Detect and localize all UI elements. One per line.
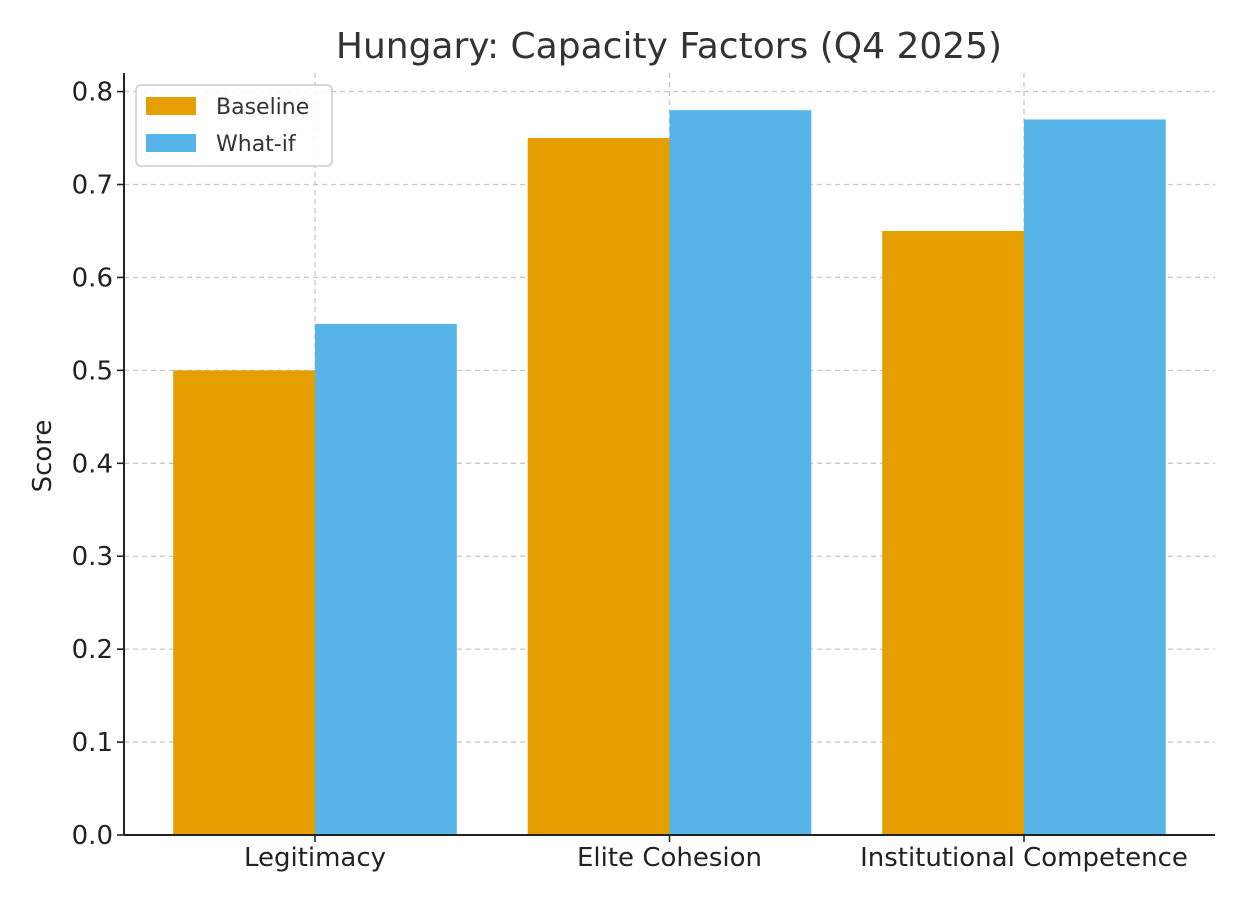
bar-what-if-0 [315,323,457,835]
x-axis-ticks: Legitimacy Elite Cohesion Institutional Co… [244,835,1188,873]
y-axis-label: Score [28,420,58,493]
y-tick-label: 0.0 [72,821,113,851]
x-tick-label: Legitimacy [244,843,386,873]
y-axis-ticks: 0.0 0.1 0.2 0.3 0.4 0.5 0.6 0.7 0.8 [72,78,124,851]
y-tick-label: 0.7 [72,171,113,201]
bar-baseline-0 [173,370,315,835]
y-tick-label: 0.1 [72,728,113,758]
y-tick-label: 0.3 [72,542,113,572]
chart-title: Hungary: Capacity Factors (Q4 2025) [336,26,1002,67]
bars [173,110,1166,836]
y-tick-label: 0.5 [72,356,113,386]
bar-baseline-2 [882,230,1024,836]
bar-baseline-1 [527,138,670,836]
bar-what-if-2 [1024,119,1166,835]
legend: Baseline What-if [135,84,333,167]
x-tick-label: Elite Cohesion [577,843,762,873]
legend-label: Baseline [216,95,309,120]
bar-what-if-1 [669,110,812,836]
legend-swatch [146,134,196,152]
y-tick-label: 0.6 [72,263,113,293]
legend-label: What-if [216,132,297,157]
legend-swatch [146,97,196,115]
y-tick-label: 0.2 [72,635,113,665]
y-tick-label: 0.4 [72,449,113,479]
y-tick-label: 0.8 [72,78,113,108]
x-tick-label: Institutional Competence [860,843,1188,873]
